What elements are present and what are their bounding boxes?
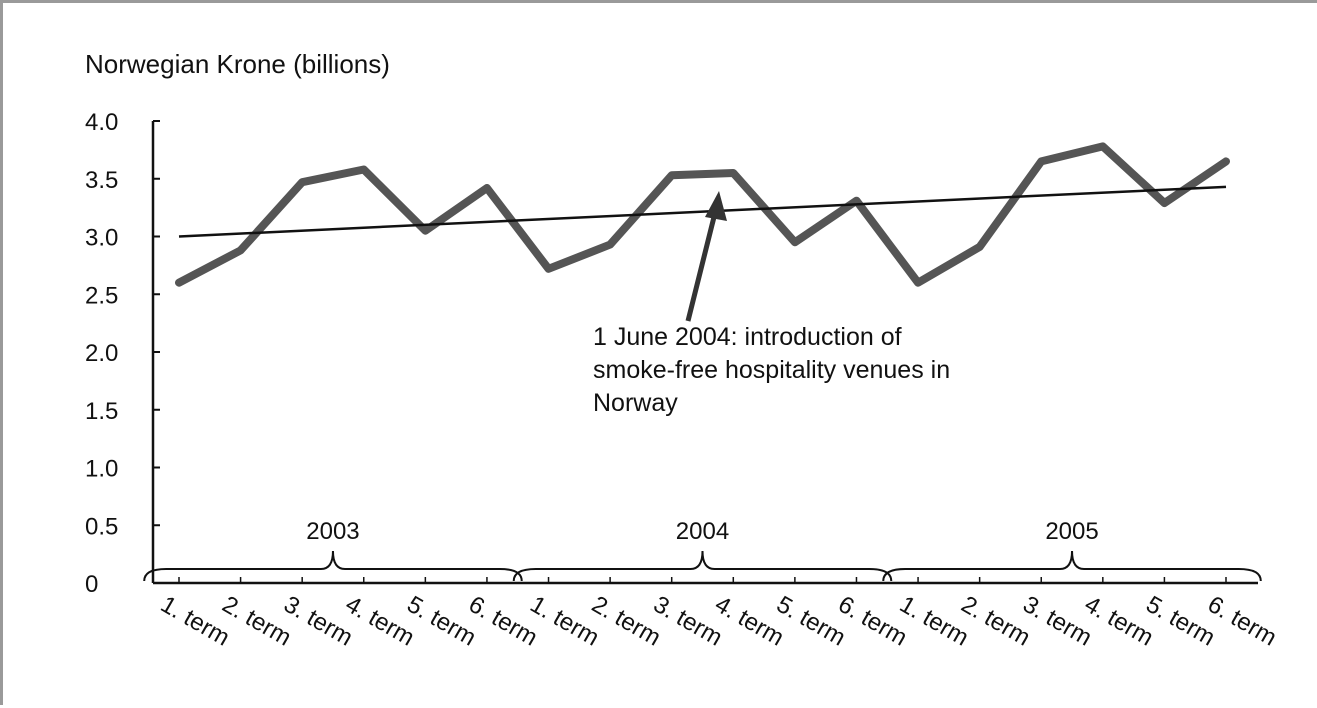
x-tick-label: 1. term bbox=[526, 591, 604, 652]
x-tick-label: 6. term bbox=[1203, 591, 1281, 652]
year-label: 2005 bbox=[1045, 518, 1098, 545]
series-point bbox=[176, 280, 182, 286]
series-point bbox=[915, 280, 921, 286]
series-point bbox=[361, 167, 367, 173]
annotation-text-line: 1 June 2004: introduction of bbox=[593, 323, 902, 351]
x-tick-label: 2. term bbox=[218, 591, 296, 652]
series-point bbox=[1100, 143, 1106, 149]
x-tick-label: 6. term bbox=[464, 591, 542, 652]
x-tick-label: 3. term bbox=[1018, 591, 1096, 652]
x-tick-label: 4. term bbox=[1080, 591, 1158, 652]
y-tick-label: 0.5 bbox=[85, 513, 118, 540]
y-tick-label: 1.0 bbox=[85, 456, 118, 483]
year-brace bbox=[143, 550, 523, 582]
y-ticks: 0 0.5 1.0 1.5 2.0 2.5 3.0 3.5 4.0 bbox=[85, 109, 160, 598]
series-point bbox=[730, 170, 736, 176]
year-label: 2003 bbox=[306, 518, 359, 545]
x-tick-label: 5. term bbox=[772, 591, 850, 652]
series-point bbox=[669, 172, 675, 178]
series-point bbox=[853, 198, 859, 204]
series-line bbox=[175, 142, 1230, 287]
x-tick-label: 6. term bbox=[833, 591, 911, 652]
x-tick-label: 3. term bbox=[279, 591, 357, 652]
line-chart: Norwegian Krone (billions) 0 0.5 1.0 1.5 2.0… bbox=[85, 49, 1281, 652]
y-tick-label: 2.0 bbox=[85, 340, 118, 367]
annotation-arrowhead bbox=[705, 191, 727, 221]
y-tick-label: 0 bbox=[85, 571, 98, 598]
year-label: 2004 bbox=[676, 518, 729, 545]
y-tick-label: 3.5 bbox=[85, 167, 118, 194]
series-point bbox=[607, 242, 613, 248]
series-point bbox=[238, 247, 244, 253]
x-tick-label: 4. term bbox=[710, 591, 788, 652]
year-brace bbox=[882, 550, 1262, 582]
trendline-layer bbox=[178, 185, 1227, 238]
x-tick-label: 5. term bbox=[1141, 591, 1219, 652]
y-tick-label: 1.5 bbox=[85, 398, 118, 425]
series-point bbox=[299, 179, 305, 185]
series-point bbox=[546, 266, 552, 272]
series-point bbox=[1038, 158, 1044, 164]
x-tick-label: 4. term bbox=[341, 591, 419, 652]
x-tick-label: 3. term bbox=[649, 591, 727, 652]
series-layer bbox=[175, 142, 1230, 287]
trendline bbox=[178, 185, 1227, 238]
annotation-text-line: Norway bbox=[593, 389, 678, 417]
y-tick-label: 2.5 bbox=[85, 282, 118, 309]
series-point bbox=[484, 185, 490, 191]
x-tick-label: 5. term bbox=[402, 591, 480, 652]
year-groups: 2003 2004 2005 bbox=[143, 518, 1262, 582]
series-point bbox=[422, 228, 428, 234]
series-point bbox=[1223, 158, 1229, 164]
y-axis-title: Norwegian Krone (billions) bbox=[85, 49, 390, 79]
series-point bbox=[1161, 200, 1167, 206]
annotation: 1 June 2004: introduction of smoke-free h… bbox=[593, 191, 950, 417]
annotation-text-line: smoke-free hospitality venues in bbox=[593, 356, 950, 384]
x-tick-label: 1. term bbox=[156, 591, 234, 652]
series-point bbox=[977, 244, 983, 250]
annotation-arrow-shaft bbox=[685, 212, 718, 322]
x-tick-label: 2. term bbox=[957, 591, 1035, 652]
year-brace bbox=[512, 550, 893, 582]
x-tick-label: 2. term bbox=[587, 591, 665, 652]
y-tick-label: 3.0 bbox=[85, 225, 118, 252]
y-tick-label: 4.0 bbox=[85, 109, 118, 136]
x-tick-label: 1. term bbox=[895, 591, 973, 652]
series-point bbox=[792, 239, 798, 245]
